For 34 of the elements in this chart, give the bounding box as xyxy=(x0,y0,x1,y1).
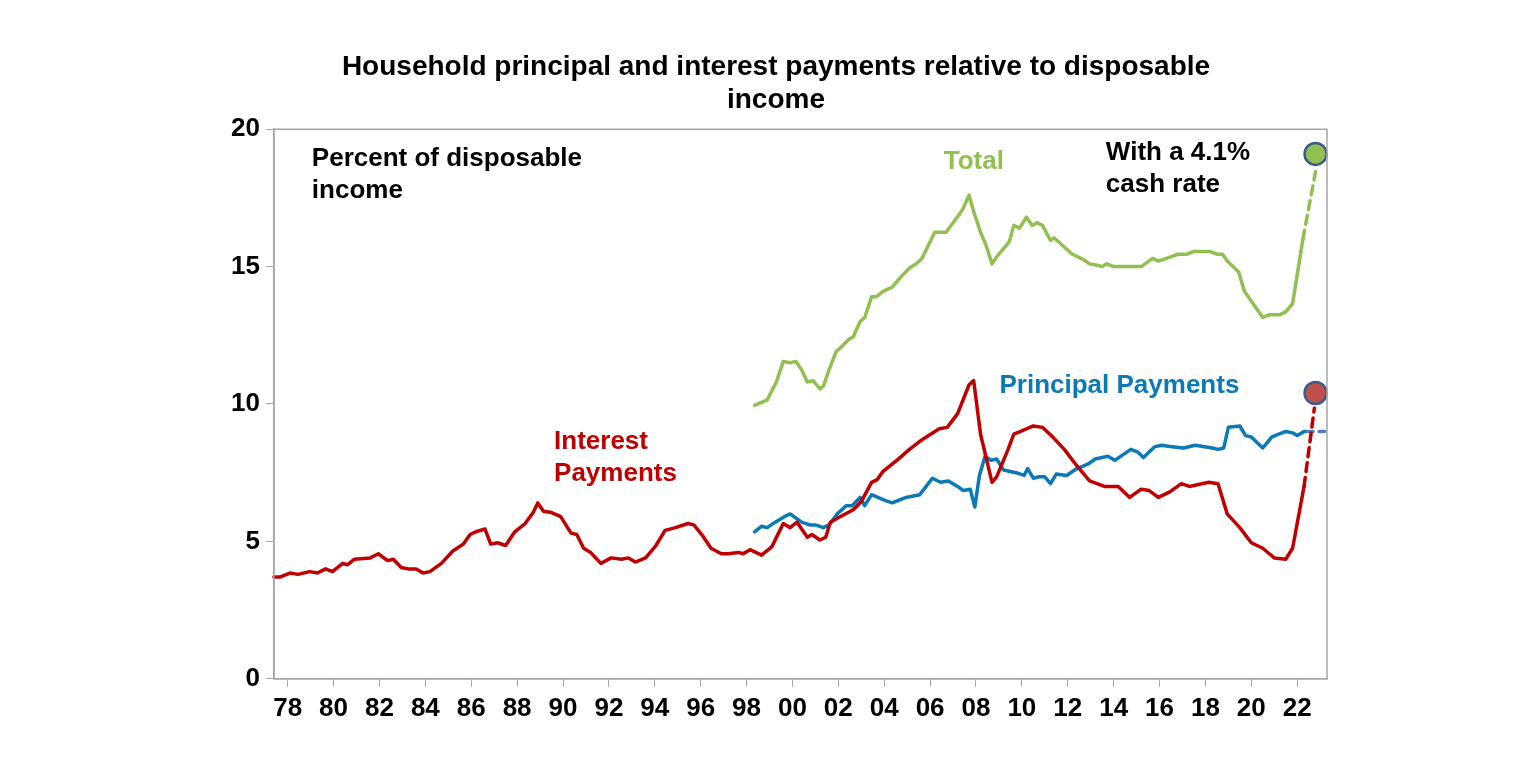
x-tick-label: 80 xyxy=(319,691,349,722)
series-label: Interest Payments xyxy=(554,424,677,487)
y-tick-label: 15 xyxy=(231,249,260,280)
x-tick-label: 02 xyxy=(823,691,853,722)
y-tick-label: 5 xyxy=(245,524,260,555)
y-tick-label: 20 xyxy=(231,112,260,143)
series-label: Total xyxy=(943,144,1004,175)
x-tick-label: 86 xyxy=(456,691,486,722)
chart-title: Household principal and interest payments relative to disposable income xyxy=(341,49,1211,115)
x-tick-label: 18 xyxy=(1190,691,1220,722)
x-tick-label: 08 xyxy=(961,691,991,722)
annotation: Percent of disposable income xyxy=(311,141,583,204)
x-tick-label: 84 xyxy=(410,691,441,722)
x-tick-label: 98 xyxy=(732,691,762,722)
x-tick-label: 04 xyxy=(869,691,900,722)
x-tick-label: 00 xyxy=(777,691,807,722)
x-tick-label: 06 xyxy=(915,691,945,722)
x-tick-label: 12 xyxy=(1053,691,1083,722)
series-label: Principal Payments xyxy=(999,368,1240,399)
x-tick-label: 92 xyxy=(594,691,624,722)
x-tick-label: 10 xyxy=(1007,691,1037,722)
x-tick-label: 96 xyxy=(686,691,716,722)
x-tick-label: 16 xyxy=(1145,691,1174,722)
x-tick-label: 94 xyxy=(640,691,670,722)
x-tick-label: 78 xyxy=(273,691,303,722)
x-tick-label: 90 xyxy=(548,691,578,722)
annotation: With a 4.1% cash rate xyxy=(1105,136,1251,199)
y-tick-label: 10 xyxy=(231,387,260,418)
x-tick-label: 20 xyxy=(1236,691,1266,722)
x-tick-label: 88 xyxy=(502,691,532,722)
x-tick-label: 14 xyxy=(1099,691,1129,722)
y-tick-label: 0 xyxy=(245,661,260,692)
x-tick-label: 22 xyxy=(1282,691,1312,722)
x-tick-label: 82 xyxy=(365,691,394,722)
